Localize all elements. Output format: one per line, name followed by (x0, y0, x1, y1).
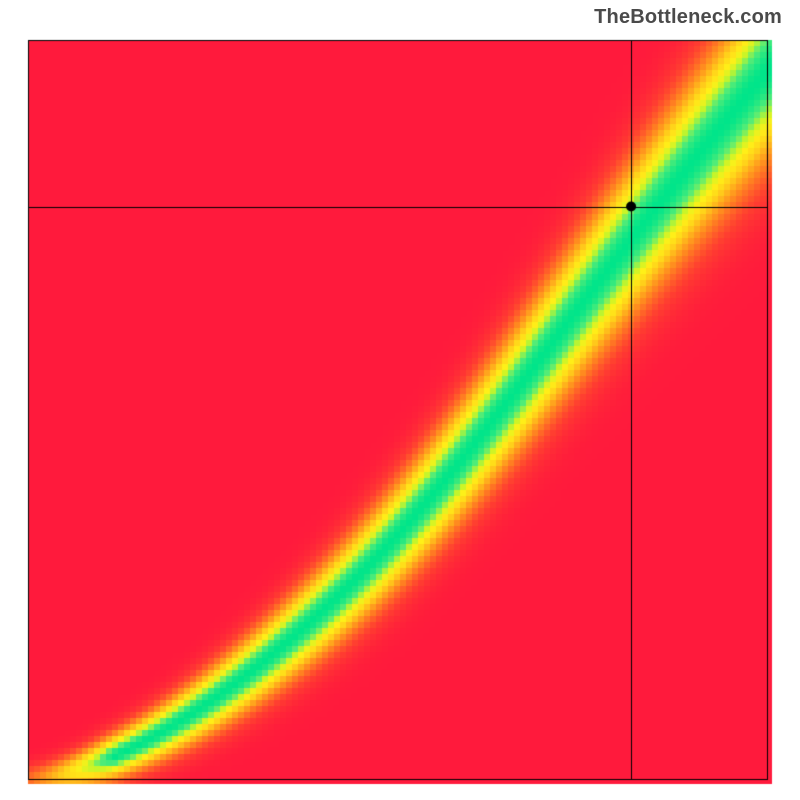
watermark-text: TheBottleneck.com (594, 6, 782, 29)
heatmap-canvas (0, 0, 800, 800)
chart-container: TheBottleneck.com (0, 0, 800, 800)
